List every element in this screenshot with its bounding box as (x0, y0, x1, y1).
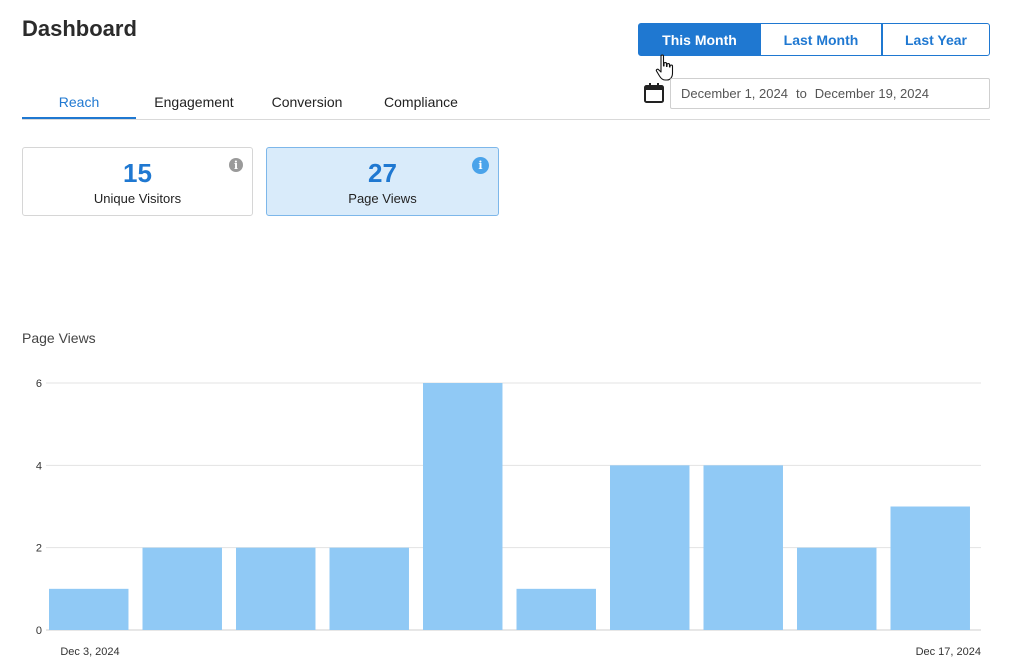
y-tick-label: 6 (36, 378, 42, 390)
info-icon[interactable]: i (229, 158, 243, 172)
metric-label: Unique Visitors (93, 191, 182, 206)
date-separator: to (795, 86, 807, 101)
end-date: December 19, 2024 (814, 86, 929, 101)
page-views-chart: 0 2 4 6 Dec 3, 2024 Dec 17, 2024 (36, 378, 981, 658)
metric-card-page-views[interactable]: 27 Page Views i (266, 147, 499, 216)
date-range-input[interactable]: December 1, 2024 to December 19, 2024 (670, 78, 990, 109)
tab-engagement[interactable]: Engagement (154, 93, 234, 110)
tab-bar: Reach Engagement Conversion Compliance (22, 86, 990, 120)
calendar-icon[interactable] (643, 82, 665, 104)
chart-bar[interactable] (49, 588, 129, 630)
chart-bar[interactable] (236, 547, 316, 630)
date-range-toggle: This Month Last Month Last Year (638, 23, 990, 56)
metric-value: 27 (368, 158, 397, 188)
metric-card-unique-visitors[interactable]: 15 Unique Visitors i (22, 147, 253, 216)
last-year-button[interactable]: Last Year (882, 23, 990, 56)
y-tick-label: 0 (36, 625, 42, 637)
start-date: December 1, 2024 (681, 86, 788, 101)
hand-pointer-icon (655, 54, 674, 81)
this-month-button[interactable]: This Month (638, 23, 761, 56)
info-icon[interactable]: i (472, 157, 489, 174)
chart-bar[interactable] (423, 383, 503, 630)
tab-reach[interactable]: Reach (22, 86, 136, 119)
chart-title: Page Views (22, 330, 96, 346)
last-month-button[interactable]: Last Month (761, 23, 882, 56)
chart-bar[interactable] (142, 547, 222, 630)
x-tick-label: Dec 3, 2024 (60, 646, 119, 658)
page-title: Dashboard (22, 16, 137, 41)
tab-conversion[interactable]: Conversion (271, 93, 343, 110)
metric-value: 15 (123, 158, 152, 188)
chart-bar[interactable] (516, 588, 596, 630)
y-tick-label: 2 (36, 543, 42, 555)
chart-bar[interactable] (797, 547, 877, 630)
tab-compliance[interactable]: Compliance (384, 93, 458, 110)
chart-bar[interactable] (329, 547, 409, 630)
x-tick-label: Dec 17, 2024 (916, 646, 981, 658)
y-tick-label: 4 (36, 460, 42, 472)
metric-label: Page Views (348, 191, 417, 206)
chart-bar[interactable] (703, 465, 783, 630)
chart-bar[interactable] (610, 465, 690, 630)
chart-bar[interactable] (890, 506, 970, 631)
